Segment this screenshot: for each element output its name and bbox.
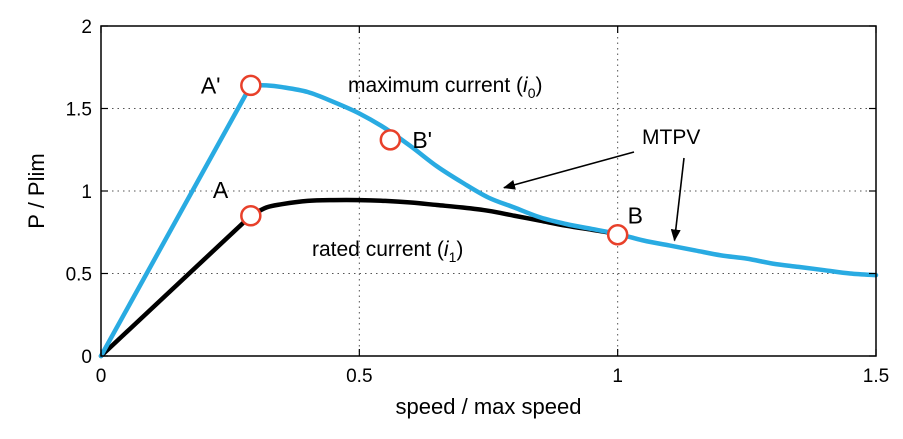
point-label: A — [213, 177, 229, 203]
y-tick-label: 0.5 — [66, 265, 92, 286]
x-tick-label: 1.5 — [863, 366, 889, 387]
mtpv-label: MTPV — [642, 126, 700, 149]
rated-series-label: rated current (i1) — [312, 238, 463, 265]
x-axis-label: speed / max speed — [396, 394, 582, 419]
rated-label-close: ) — [456, 238, 463, 261]
y-tick-label: 0 — [81, 347, 92, 368]
point-label: A' — [201, 72, 221, 98]
maximum-label-close: ) — [536, 74, 543, 97]
tick-layer: 0 0.5 1 1.5 0 0.5 1 1.5 2 — [66, 17, 890, 387]
mtpv-arrow — [503, 151, 635, 190]
rated-label-text: rated current ( — [312, 238, 444, 261]
y-tick-label: 2 — [81, 17, 92, 38]
y-tick-label: 1 — [81, 182, 92, 203]
point-marker — [379, 129, 402, 151]
rated-current-line — [98, 197, 620, 359]
point-markers: A' B' A B — [201, 72, 643, 246]
y-axis-label: P / Plim — [24, 153, 49, 228]
annotation-layer: maximum current (i0)rated current (i1)MT… — [312, 74, 700, 265]
rated-label-var: i — [444, 238, 450, 261]
mtpv-arrow — [670, 157, 685, 242]
maximum-series-label: maximum current (i0) — [348, 74, 543, 101]
maximum-current-line — [98, 83, 879, 359]
point-marker — [240, 74, 262, 97]
point-marker — [240, 205, 262, 227]
point-label: B' — [412, 127, 432, 153]
grid — [101, 26, 876, 356]
x-tick-label: 0.5 — [346, 366, 372, 387]
x-tick-label: 1 — [612, 366, 623, 387]
maximum-label-sub: 0 — [528, 85, 536, 101]
rated-label-sub: 1 — [449, 249, 457, 265]
point-marker — [606, 223, 629, 246]
series-layer — [98, 83, 879, 359]
maximum-label-text: maximum current ( — [348, 74, 523, 97]
point-label: B — [628, 203, 643, 229]
maximum-label-var: i — [523, 74, 529, 97]
x-tick-label: 0 — [96, 366, 107, 387]
y-tick-label: 1.5 — [66, 100, 92, 121]
